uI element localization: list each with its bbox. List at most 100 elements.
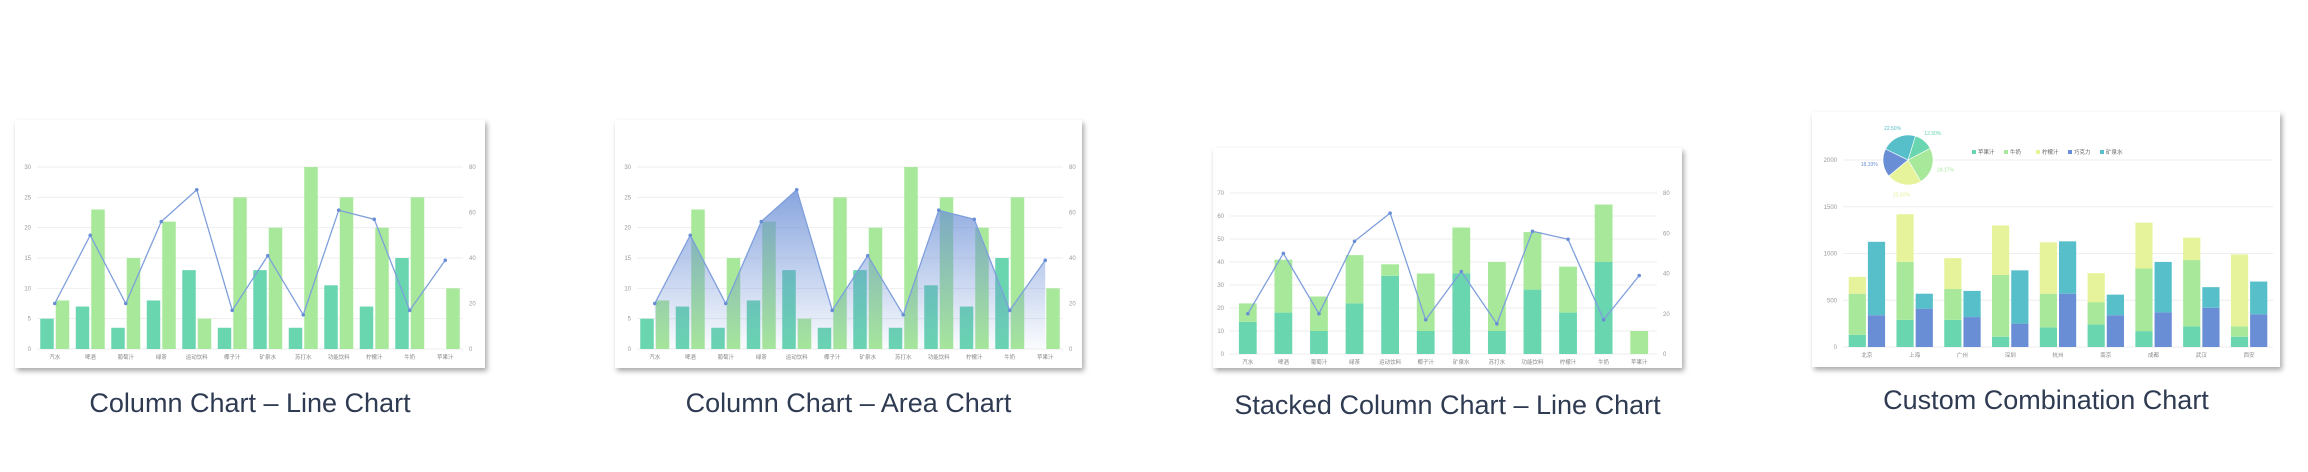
- bar: [182, 270, 196, 349]
- x-tick-label: 矿泉水: [1453, 358, 1470, 366]
- bar: [1381, 264, 1400, 276]
- legend-label: 苹果汁: [1978, 148, 1995, 156]
- chart-thumbnail: 0 500 1000 1500 2000 北京 上海 广州 深圳 杭州 南京 成都 武汉 西安 12.50%…: [1824, 126, 2273, 359]
- chart-card-column-line[interactable]: 0 5 10 15 20 25 30 0 20 40 60 80 汽水 啤酒 葡萄汁 绿茶 运动饮料 椰子汁 矿泉水…: [15, 120, 485, 368]
- x-tick-label: 西安: [2244, 351, 2256, 359]
- y-tick-label: 25: [624, 195, 631, 201]
- x-tick-label: 成都: [2148, 351, 2160, 359]
- bar: [2154, 312, 2172, 347]
- bar: [446, 288, 460, 349]
- y2-tick-label: 60: [1663, 231, 1670, 237]
- bar: [2183, 326, 2201, 347]
- chart-card-custom-combination[interactable]: 0 500 1000 1500 2000 北京 上海 广州 深圳 杭州 南京 成都 武汉 西安 12.50%…: [1812, 112, 2280, 367]
- bar: [1848, 293, 1866, 335]
- y-tick-label: 50: [1217, 237, 1224, 243]
- x-tick-label: 苏打水: [295, 353, 312, 361]
- x-tick-label: 深圳: [2005, 351, 2017, 359]
- bar: [1915, 293, 1933, 309]
- y2-tick-label: 40: [469, 256, 476, 262]
- bar: [1848, 276, 1866, 294]
- pie-slice: [1907, 147, 1934, 182]
- bar: [2011, 270, 2029, 324]
- line-point: [936, 208, 941, 213]
- x-tick-label: 绿茶: [1349, 358, 1361, 366]
- x-tick-label: 南京: [2100, 351, 2112, 359]
- bar: [1594, 204, 1613, 262]
- bar: [40, 318, 54, 349]
- chart-caption[interactable]: Column Chart – Line Chart: [89, 388, 411, 418]
- bar: [2087, 302, 2105, 325]
- y-tick-label: 5: [28, 317, 32, 323]
- bar: [304, 167, 318, 349]
- bar: [2135, 268, 2153, 332]
- bar: [1345, 255, 1364, 304]
- x-tick-label: 椰子汁: [824, 353, 841, 361]
- chart-caption[interactable]: Custom Combination Chart: [1883, 385, 2209, 415]
- bar: [75, 306, 90, 349]
- bar: [2230, 326, 2249, 337]
- line-point: [88, 233, 93, 238]
- x-tick-label: 椰子汁: [1417, 358, 1434, 366]
- x-tick-label: 广州: [1957, 351, 1968, 359]
- x-tick-label: 运动饮料: [786, 353, 809, 361]
- y-tick-label: 15: [24, 256, 31, 262]
- bar: [1867, 241, 1886, 316]
- bar: [1944, 289, 1962, 320]
- line-point: [1459, 269, 1464, 274]
- line-point: [194, 187, 199, 192]
- y-tick-label: 0: [28, 347, 32, 353]
- y2-tick-label: 20: [469, 302, 476, 308]
- line-point: [723, 301, 728, 306]
- bar: [2183, 260, 2201, 327]
- bar: [1848, 334, 1866, 347]
- bar: [1992, 275, 2010, 337]
- y-tick-label: 10: [1217, 329, 1224, 335]
- bar: [2135, 222, 2153, 269]
- bar: [2183, 237, 2201, 261]
- line-point: [759, 219, 764, 224]
- bar: [1345, 303, 1364, 354]
- chart-card-column-area[interactable]: 0 5 10 15 20 25 30 0 20 40 60 80 汽水 啤酒 葡萄汁 绿茶 运动饮料 椰子汁 矿泉水…: [615, 120, 1082, 368]
- chart-caption[interactable]: Column Chart – Area Chart: [685, 388, 1012, 418]
- y-tick-label: 15: [624, 256, 631, 262]
- bar: [1559, 266, 1577, 313]
- line-point: [230, 308, 235, 313]
- bar: [2039, 327, 2057, 347]
- y2-tick-label: 40: [1663, 272, 1670, 278]
- bar: [2106, 315, 2124, 347]
- pie-label: 24.17%: [1937, 167, 1955, 173]
- pie-label: 18.33%: [1861, 162, 1879, 168]
- bar: [1452, 227, 1471, 274]
- bar: [2059, 241, 2077, 294]
- x-tick-label: 运动饮料: [186, 353, 209, 361]
- bar: [1381, 275, 1400, 354]
- line-point: [1495, 322, 1499, 326]
- bar: [1274, 312, 1293, 354]
- bar: [375, 227, 389, 349]
- bar: [288, 327, 303, 349]
- y2-tick-label: 0: [1663, 352, 1667, 358]
- y-tick-label: 30: [24, 165, 31, 171]
- bar: [126, 258, 141, 349]
- bar: [2250, 314, 2268, 347]
- x-tick-label: 柠檬汁: [1560, 358, 1577, 366]
- bar: [2059, 293, 2077, 347]
- line-point: [1352, 239, 1357, 244]
- x-tick-label: 葡萄汁: [1311, 358, 1328, 366]
- x-tick-label: 牛奶: [404, 353, 416, 361]
- line-series: [54, 188, 446, 317]
- bar: [1896, 319, 1914, 347]
- chart-caption[interactable]: Stacked Column Chart – Line Chart: [1234, 390, 1661, 420]
- line-point: [1530, 229, 1535, 234]
- x-tick-label: 绿茶: [156, 353, 168, 361]
- y-tick-label: 0: [1221, 352, 1225, 358]
- bar: [1416, 331, 1435, 354]
- line-point: [1007, 308, 1012, 313]
- y-tick-label: 70: [1217, 191, 1224, 197]
- legend-swatch: [2004, 150, 2008, 154]
- bar: [197, 318, 212, 349]
- bar: [1452, 273, 1471, 354]
- x-tick-label: 汽水: [1242, 358, 1254, 366]
- y-tick-label: 20: [624, 226, 631, 232]
- chart-card-stacked-line[interactable]: 0 10 20 30 40 50 60 70 0 20 40 60 80 汽水 啤酒 葡萄汁 绿茶 运动饮料 椰子汁…: [1213, 148, 1682, 368]
